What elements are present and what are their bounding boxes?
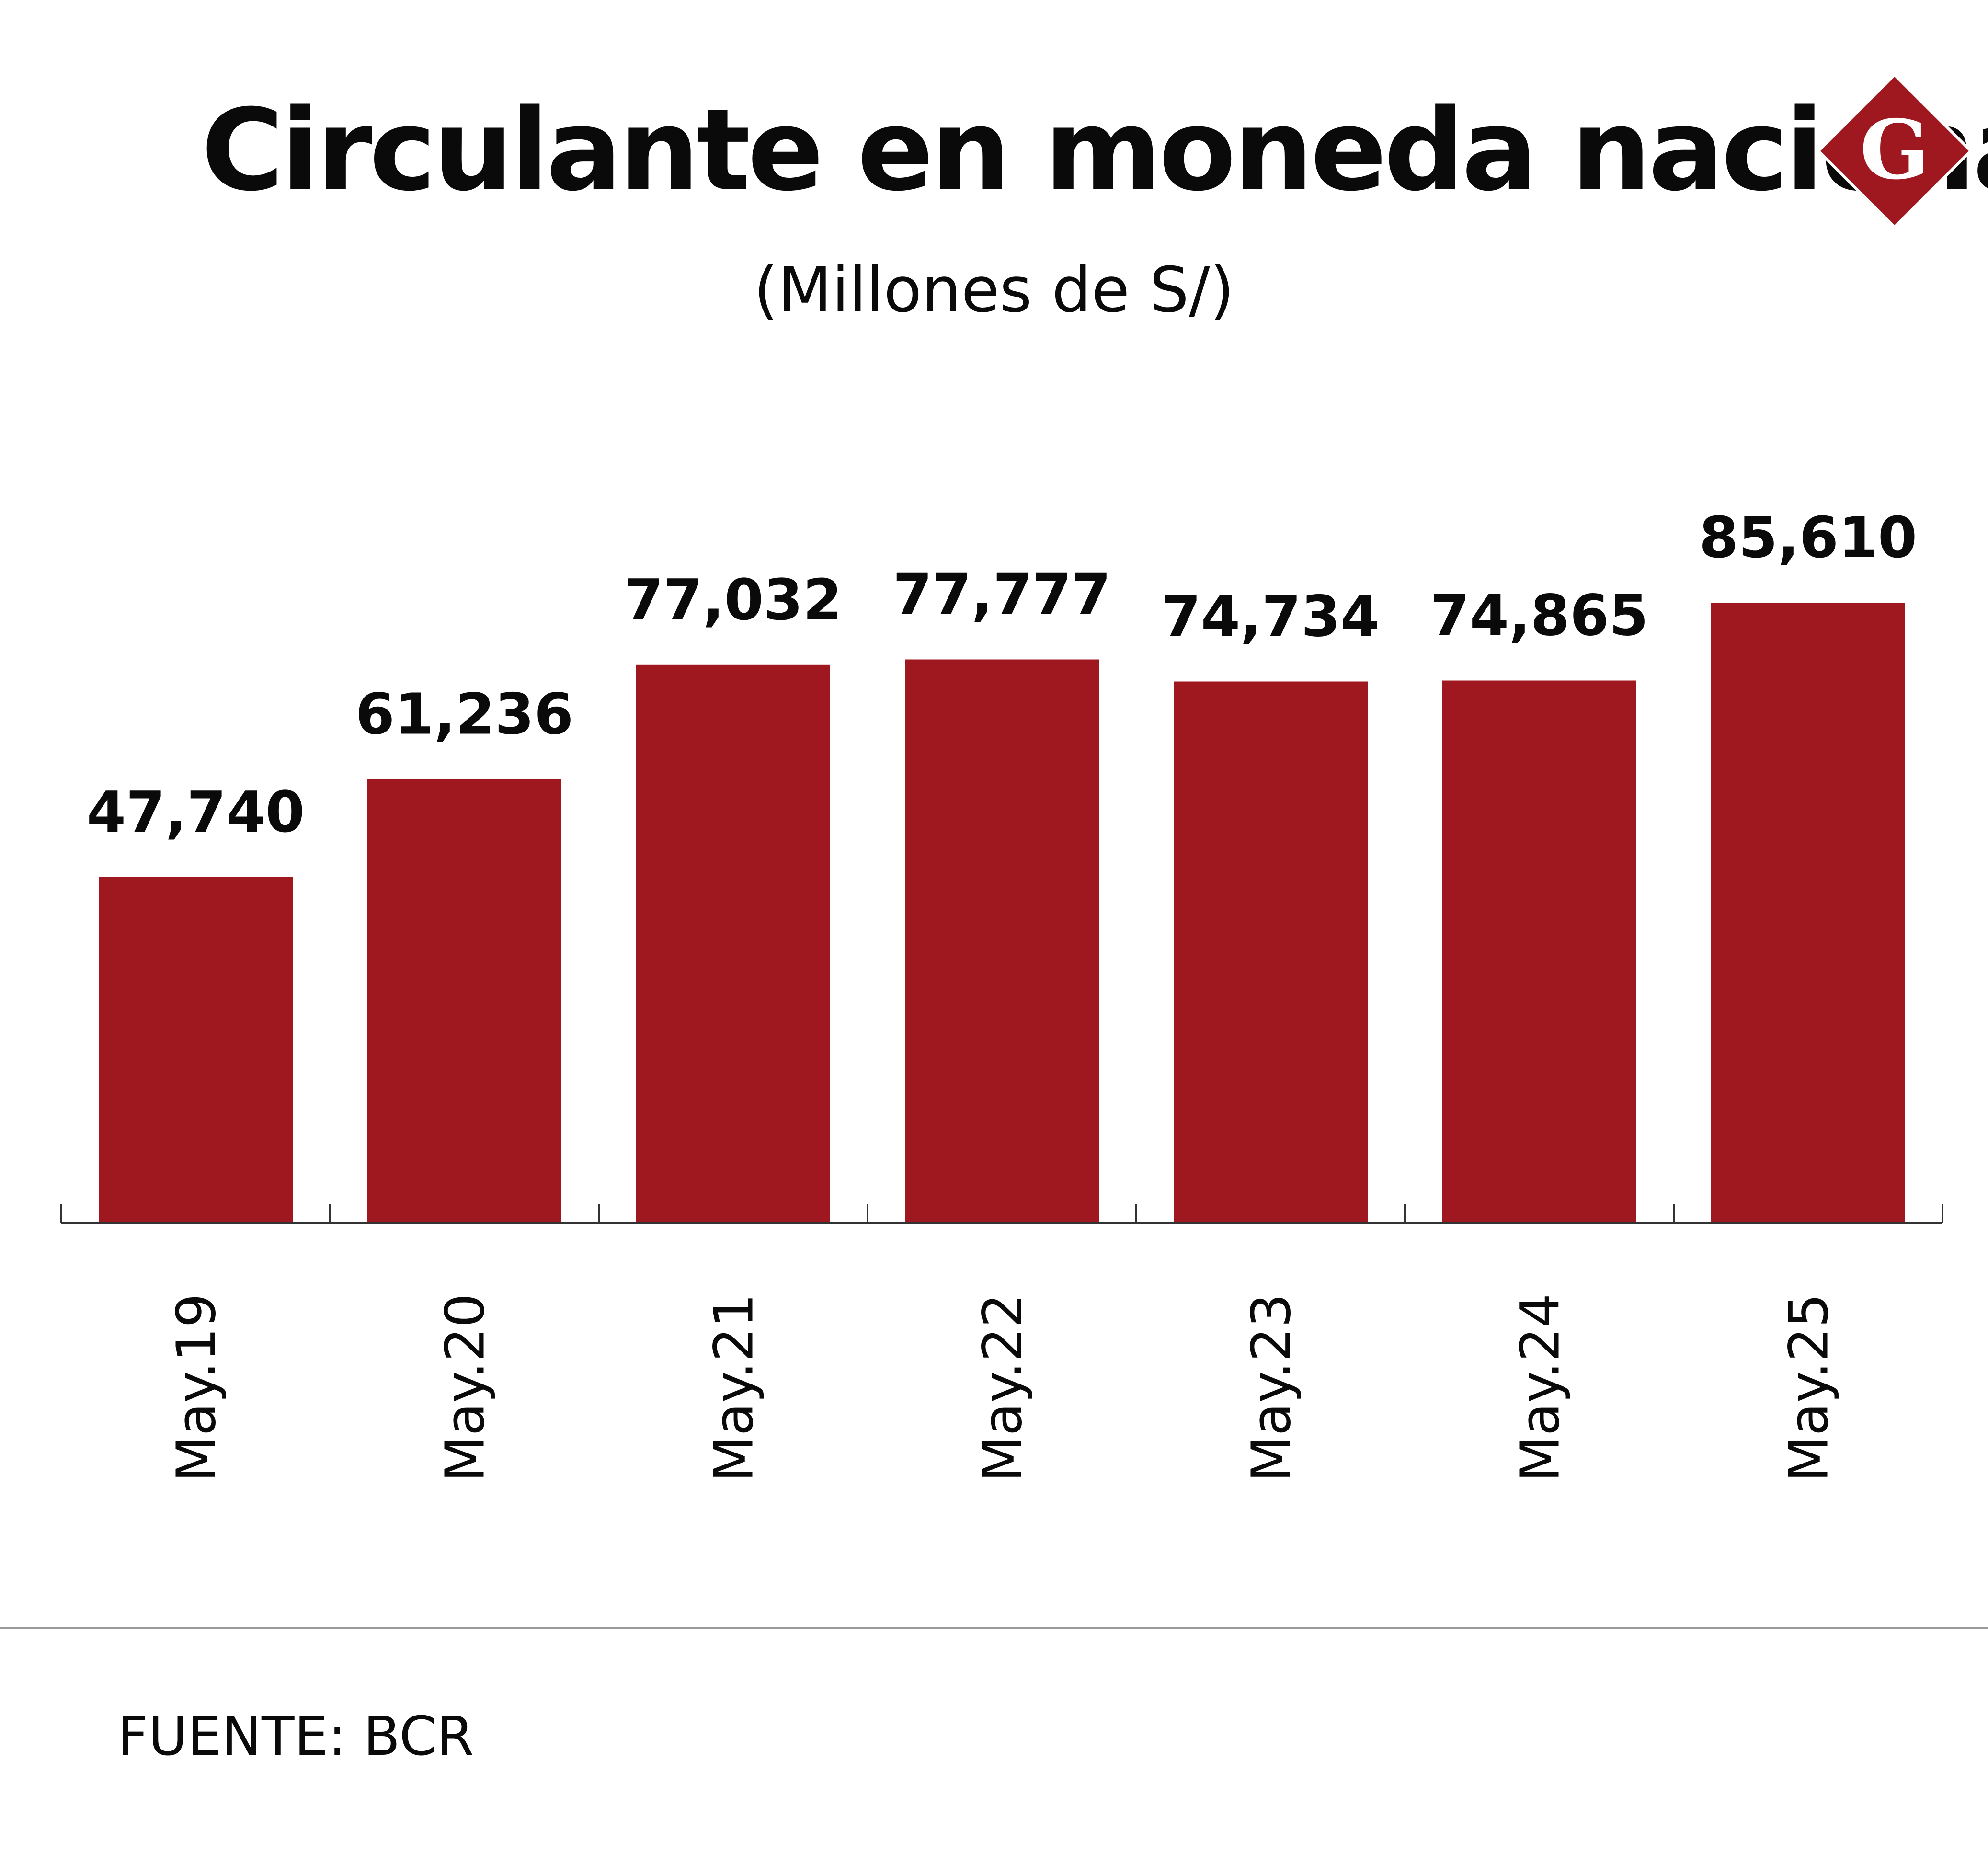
bar-value-label: 61,236 (355, 681, 573, 747)
bar-May.24 (1442, 680, 1636, 1223)
bar-May.19 (99, 877, 293, 1223)
x-tick-label: May.21 (703, 1293, 765, 1482)
x-tick-labels: May.19 May.20 May.21 May.22 May.23 May.24 May.… (166, 1293, 1840, 1482)
x-tick-label: May.22 (972, 1293, 1034, 1482)
bar-value-label: 74,865 (1430, 583, 1648, 649)
bar-value-label: 77,777 (893, 561, 1111, 628)
x-tick-label: May.25 (1778, 1293, 1840, 1482)
bars-layer (99, 603, 1905, 1223)
logo-letter: G (1860, 102, 1929, 198)
bar-May.22 (905, 659, 1099, 1223)
x-tick-label: May.20 (434, 1293, 497, 1482)
value-labels-layer: 47,740 61,236 77,032 77,777 74,734 74,865 85,6… (87, 504, 1917, 845)
x-tick-label: May.19 (166, 1293, 228, 1482)
bar-value-label: 74,734 (1162, 583, 1380, 650)
chart-subtitle: (Millones de S/) (754, 253, 1234, 326)
brand-logo: G (1816, 72, 1973, 229)
logo-diamond-shape (1816, 72, 1973, 229)
footer-divider (0, 1627, 1988, 1629)
bar-value-label: 85,610 (1699, 504, 1917, 571)
bar-May.25 (1711, 603, 1905, 1223)
source-note: FUENTE: BCR (117, 1705, 474, 1768)
chart-title: Circulante en moneda nacional (201, 85, 1988, 216)
x-axis (60, 1204, 1943, 1224)
bar-May.20 (367, 779, 561, 1223)
x-tick-label: May.24 (1509, 1293, 1572, 1482)
bar-value-label: 77,032 (624, 567, 842, 633)
bar-May.21 (636, 664, 830, 1223)
bar-value-label: 47,740 (87, 779, 305, 845)
bar-May.23 (1174, 681, 1368, 1223)
x-tick-label: May.23 (1241, 1293, 1303, 1482)
bar-chart: 47,740 61,236 77,032 77,777 74,734 74,865 85,6… (60, 504, 1943, 1482)
